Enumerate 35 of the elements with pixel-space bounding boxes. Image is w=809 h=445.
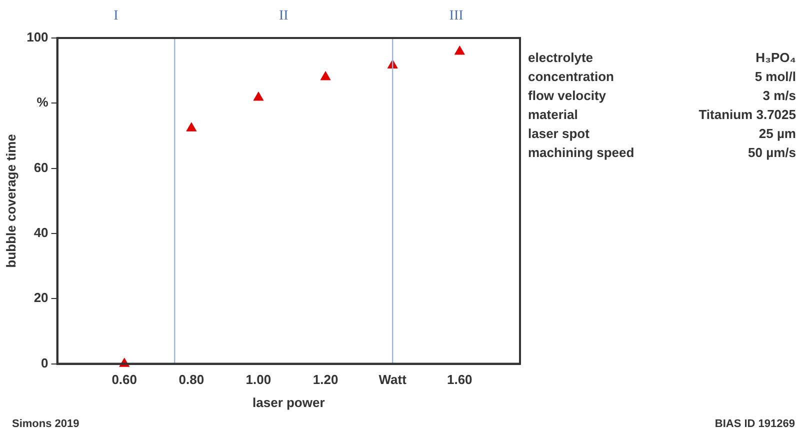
y-tick-label: 0 [41, 355, 48, 370]
text: Titanium 3.7025 [698, 107, 796, 124]
y-tick-label: 100 [26, 30, 48, 45]
text: III [449, 8, 464, 24]
point [254, 92, 264, 101]
y-tick-label: 60 [34, 160, 48, 175]
text: Simons 2019 [12, 418, 80, 430]
point [186, 122, 196, 132]
text: I [114, 8, 119, 24]
text: material [528, 107, 578, 124]
text: flow velocity [528, 88, 606, 105]
text: laser spot [528, 126, 590, 143]
y-tick-label: 40 [34, 225, 48, 240]
text: concentration [528, 69, 614, 86]
text: 25 µm [758, 126, 796, 143]
x-tick-label: Watt [378, 372, 408, 388]
x-tick-label: 1.20 [312, 372, 338, 388]
y-axis-title: bubble coverage time [3, 134, 18, 268]
x-axis-title: laser power [252, 394, 325, 410]
text: 3 m/s [762, 88, 796, 105]
text: II [278, 8, 289, 24]
x-tick-label: 1.60 [446, 372, 472, 388]
y-tick-label: 20 [34, 290, 48, 306]
x-tick-label: 1.00 [246, 372, 272, 388]
text: machining speed [528, 145, 634, 162]
point [320, 72, 330, 80]
text: 50 µm/s [748, 145, 796, 162]
point [454, 46, 464, 55]
y-tick-label: % [36, 94, 49, 110]
text: 5 mol/l [754, 69, 796, 86]
text: electrolyte [528, 50, 594, 67]
text: H₃PO₄ [756, 50, 796, 67]
x-tick-label: 0.80 [178, 372, 204, 388]
x-tick-label: 0.60 [112, 372, 138, 388]
text: BIAS ID 191269 [714, 418, 795, 430]
